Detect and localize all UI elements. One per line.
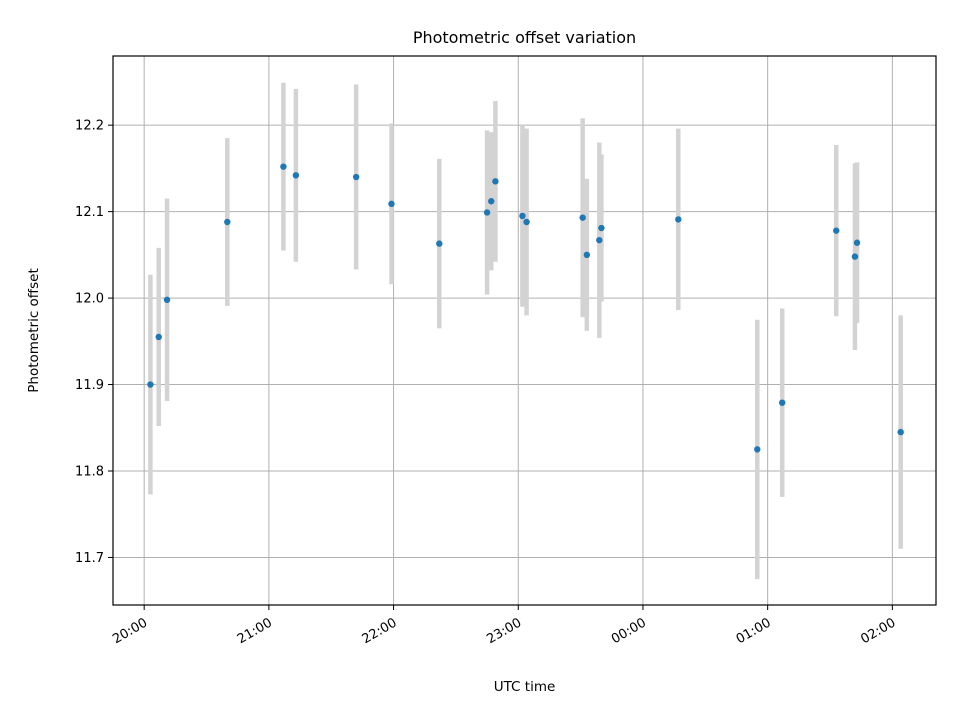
data-point	[519, 212, 526, 220]
data-point	[754, 446, 761, 453]
data-point	[897, 428, 904, 436]
data-point	[675, 216, 682, 223]
data-point	[483, 209, 491, 216]
y-tick-label: 11.7	[75, 551, 104, 566]
data-point	[280, 163, 287, 170]
y-axis-label: Photometric offset	[26, 268, 42, 392]
data-point	[523, 218, 530, 226]
data-point	[488, 198, 495, 205]
data-point	[598, 224, 605, 232]
plot-frame	[112, 55, 937, 606]
data-points	[147, 163, 904, 453]
data-point	[579, 214, 586, 221]
data-point	[853, 239, 861, 246]
data-point	[492, 178, 499, 185]
data-point	[155, 333, 162, 341]
y-tick-label: 11.8	[75, 464, 104, 479]
data-point	[163, 296, 171, 304]
data-point	[436, 240, 443, 247]
data-point	[147, 381, 154, 388]
data-point	[388, 200, 395, 208]
data-point	[352, 173, 360, 181]
y-tick-label: 12.0	[75, 292, 104, 307]
data-point	[224, 218, 231, 226]
data-point	[583, 251, 591, 259]
y-tick-label: 11.9	[75, 378, 104, 393]
y-tick-label: 12.1	[75, 205, 104, 220]
y-tick-label: 12.2	[75, 119, 104, 134]
data-point	[833, 227, 840, 234]
data-point	[779, 399, 786, 406]
data-point	[292, 172, 300, 179]
data-point	[596, 236, 603, 244]
x-axis-label: UTC time	[494, 679, 556, 695]
data-point	[851, 253, 859, 260]
chart-title: Photometric offset variation	[413, 28, 636, 47]
